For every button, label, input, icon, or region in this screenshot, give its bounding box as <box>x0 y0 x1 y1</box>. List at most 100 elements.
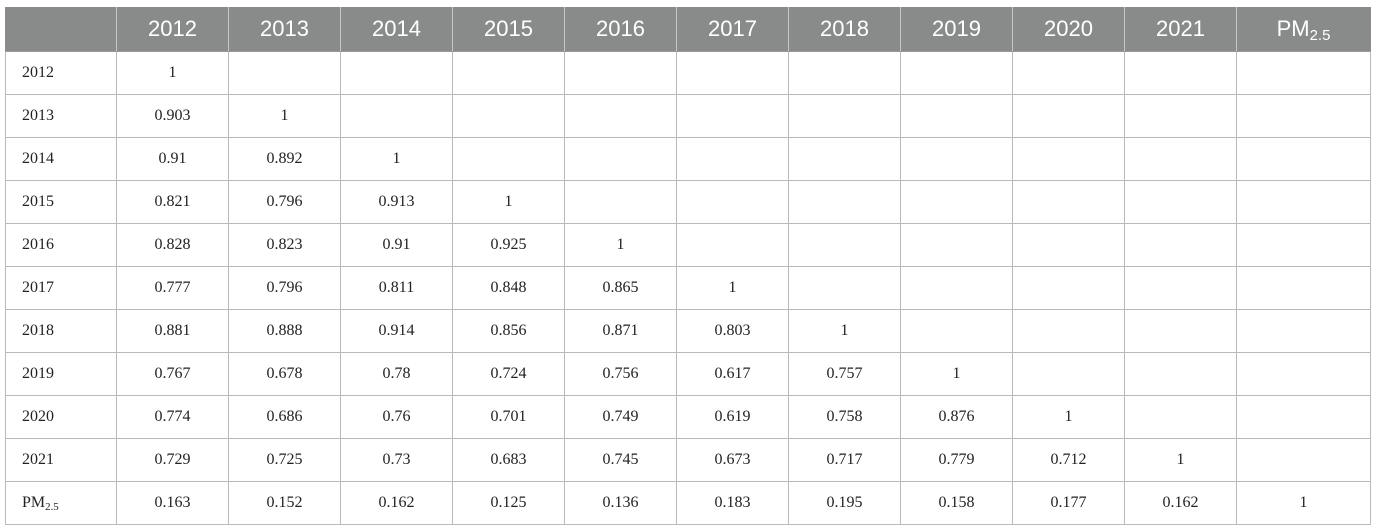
table-cell <box>1124 223 1237 267</box>
table-cell <box>1124 51 1237 95</box>
table-row: 2017 0.777 0.796 0.811 0.848 0.865 1 <box>5 266 1371 310</box>
table-cell <box>1124 266 1237 310</box>
table-cell <box>900 223 1013 267</box>
table-cell: 0.78 <box>340 352 453 396</box>
table-cell <box>1012 94 1125 138</box>
table-cell: 0.177 <box>1012 481 1125 525</box>
table-cell: 0.76 <box>340 395 453 439</box>
table-cell <box>228 51 341 95</box>
table-cell <box>1236 438 1371 482</box>
table-cell <box>788 137 901 181</box>
table-cell <box>564 180 677 224</box>
table-cell <box>1236 395 1371 439</box>
table-cell: 0.686 <box>228 395 341 439</box>
table-cell <box>788 180 901 224</box>
column-header: 2020 <box>1012 7 1125 52</box>
table-cell <box>900 94 1013 138</box>
table-cell <box>1236 309 1371 353</box>
table-cell: 0.925 <box>452 223 565 267</box>
table-cell: 0.914 <box>340 309 453 353</box>
table-cell: 0.195 <box>788 481 901 525</box>
row-label: 2016 <box>5 223 117 267</box>
table-cell <box>1012 352 1125 396</box>
table-cell: 0.701 <box>452 395 565 439</box>
table-cell: 0.125 <box>452 481 565 525</box>
table-cell: 0.673 <box>676 438 789 482</box>
table-row: 2015 0.821 0.796 0.913 1 <box>5 180 1371 224</box>
table-cell: 0.183 <box>676 481 789 525</box>
table-cell: 0.162 <box>1124 481 1237 525</box>
row-label: 2018 <box>5 309 117 353</box>
table-cell <box>452 137 565 181</box>
table-cell <box>340 51 453 95</box>
table-cell: 0.91 <box>116 137 229 181</box>
table-row: 2016 0.828 0.823 0.91 0.925 1 <box>5 223 1371 267</box>
table-cell: 0.724 <box>452 352 565 396</box>
table-cell <box>676 94 789 138</box>
row-label: PM2.5 <box>5 481 117 525</box>
subscript-text: 2.5 <box>1309 27 1331 45</box>
table-cell: 0.881 <box>116 309 229 353</box>
table-cell: 0.749 <box>564 395 677 439</box>
table-cell <box>1236 352 1371 396</box>
table-cell: 0.871 <box>564 309 677 353</box>
row-label: 2019 <box>5 352 117 396</box>
table-cell: 0.876 <box>900 395 1013 439</box>
table-header: 2012 2013 2014 2015 2016 2017 2018 2019 2020 2021… <box>5 7 1371 52</box>
table-cell: 1 <box>452 180 565 224</box>
table-cell <box>788 266 901 310</box>
table-cell: 1 <box>1012 395 1125 439</box>
column-header: PM2.5 <box>1236 7 1371 52</box>
table-cell <box>676 180 789 224</box>
table-cell <box>788 94 901 138</box>
table-cell: 1 <box>228 94 341 138</box>
column-header: 2018 <box>788 7 901 52</box>
table-cell <box>1124 94 1237 138</box>
table-cell <box>900 266 1013 310</box>
table-cell: 1 <box>900 352 1013 396</box>
table-cell: 1 <box>340 137 453 181</box>
row-label: 2014 <box>5 137 117 181</box>
column-header: 2012 <box>116 7 229 52</box>
table-cell <box>564 94 677 138</box>
table-cell: 1 <box>1124 438 1237 482</box>
table-cell <box>900 51 1013 95</box>
table-cell <box>1012 137 1125 181</box>
table-cell <box>1012 51 1125 95</box>
table-cell: 0.745 <box>564 438 677 482</box>
table-row: 2018 0.881 0.888 0.914 0.856 0.871 0.803 1 <box>5 309 1371 353</box>
row-label: 2012 <box>5 51 117 95</box>
table-cell: 0.91 <box>340 223 453 267</box>
table-row: 2013 0.903 1 <box>5 94 1371 138</box>
table-cell <box>1236 51 1371 95</box>
table-cell <box>1236 223 1371 267</box>
table-cell <box>1124 395 1237 439</box>
table-cell: 0.777 <box>116 266 229 310</box>
table-cell: 0.796 <box>228 180 341 224</box>
table-cell <box>340 94 453 138</box>
table-row: 2020 0.774 0.686 0.76 0.701 0.749 0.619 0.758 0.… <box>5 395 1371 439</box>
table-cell: 0.828 <box>116 223 229 267</box>
table-cell <box>564 51 677 95</box>
table-cell <box>676 51 789 95</box>
table-cell: 0.725 <box>228 438 341 482</box>
table-cell: 0.779 <box>900 438 1013 482</box>
table-cell: 0.152 <box>228 481 341 525</box>
header-row: 2012 2013 2014 2015 2016 2017 2018 2019 2020 2021… <box>5 7 1371 52</box>
table-cell <box>1124 180 1237 224</box>
table-cell: 0.913 <box>340 180 453 224</box>
table-cell: 1 <box>676 266 789 310</box>
table-row: 2021 0.729 0.725 0.73 0.683 0.745 0.673 0.717 0.… <box>5 438 1371 482</box>
column-header: 2017 <box>676 7 789 52</box>
column-header: 2021 <box>1124 7 1237 52</box>
table-cell <box>1236 94 1371 138</box>
table-cell: 0.678 <box>228 352 341 396</box>
column-header: 2016 <box>564 7 677 52</box>
subscript-text: 2.5 <box>45 501 59 514</box>
table-cell: 0.892 <box>228 137 341 181</box>
table-cell <box>1236 137 1371 181</box>
table-cell <box>676 223 789 267</box>
table-body: 2012 1 2013 0.903 1 2014 0.91 0.892 1 2015 0.821 0.… <box>5 51 1371 525</box>
table-cell: 1 <box>788 309 901 353</box>
table-cell: 0.73 <box>340 438 453 482</box>
